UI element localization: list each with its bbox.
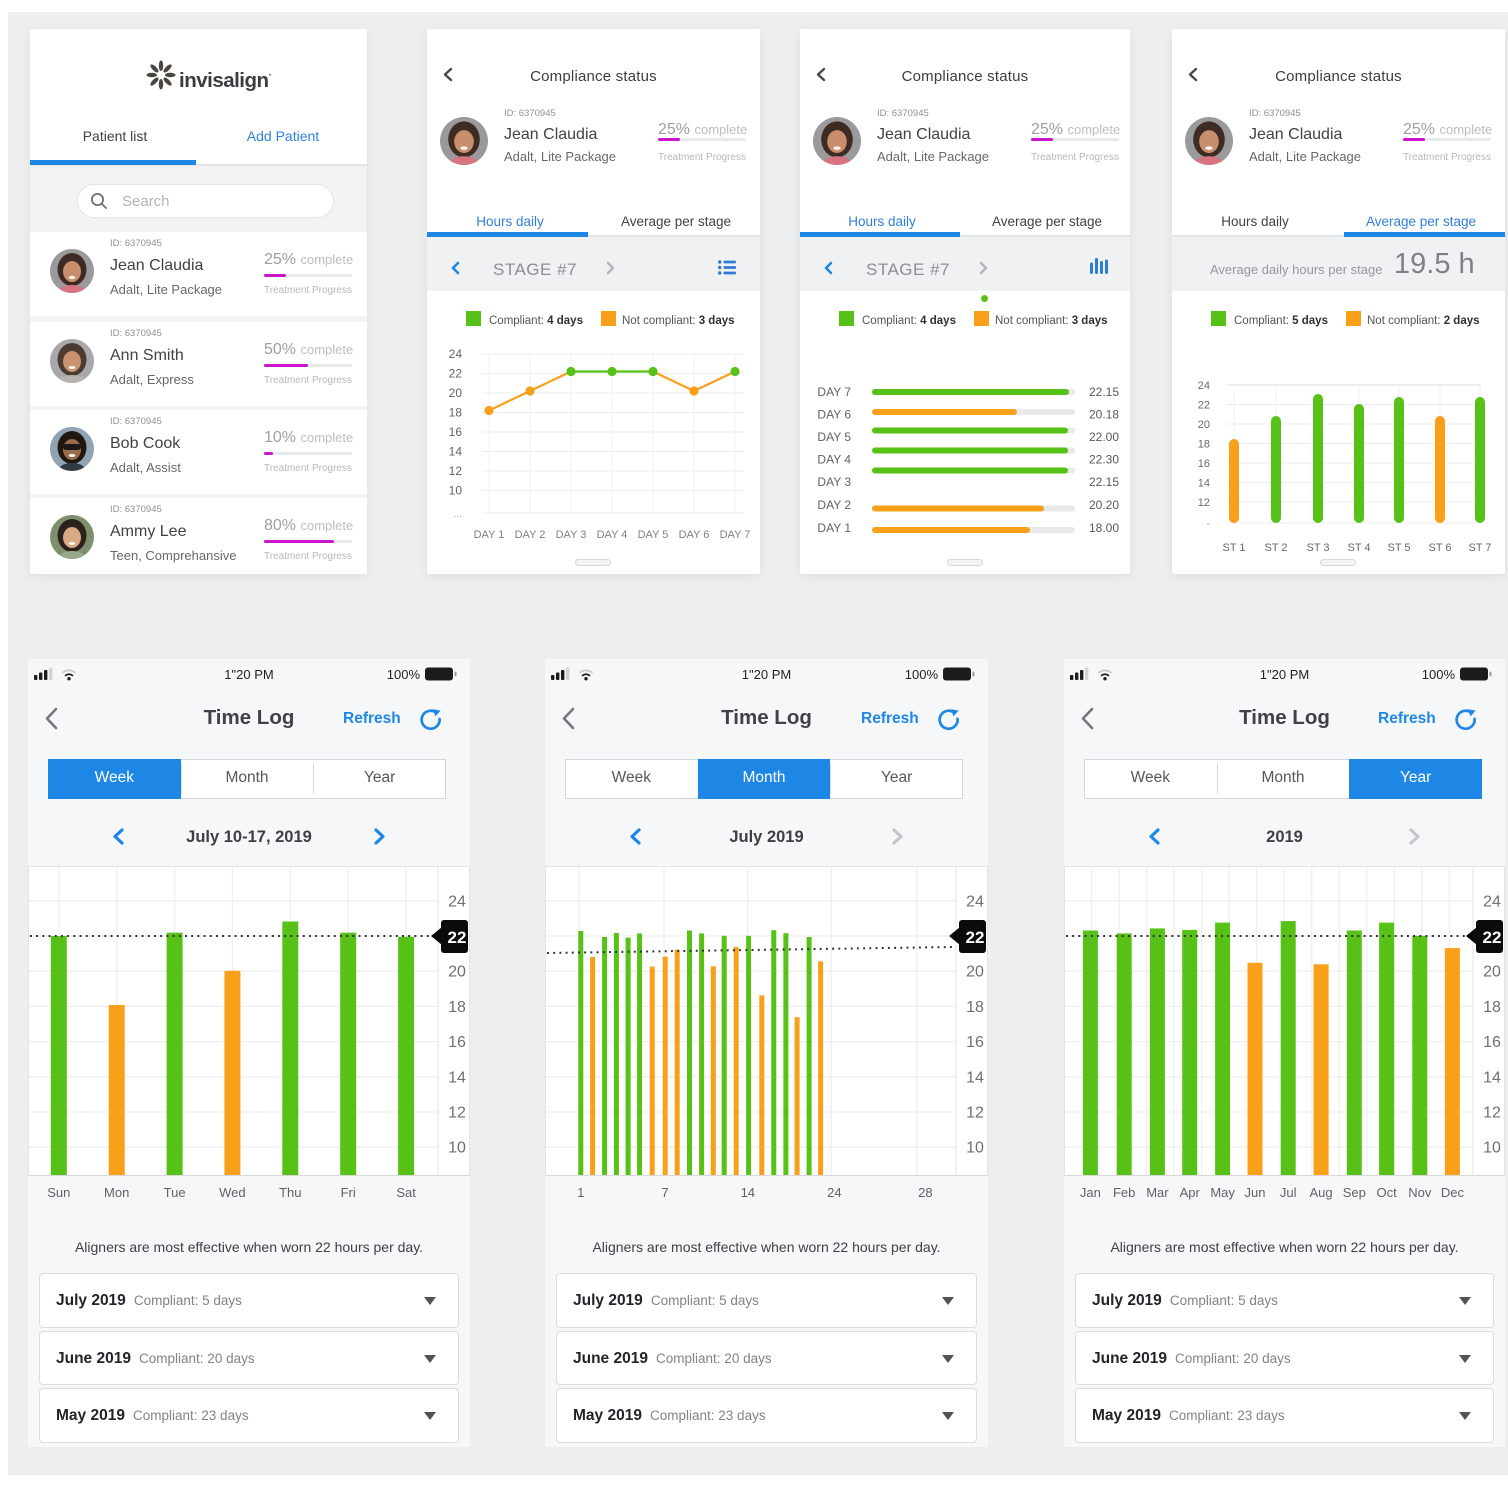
svg-text:DAY 6: DAY 6 <box>679 529 710 541</box>
svg-text:Jan: Jan <box>1080 1185 1101 1200</box>
svg-text:Sep: Sep <box>1343 1185 1366 1200</box>
svg-text:14: 14 <box>1483 1069 1501 1086</box>
svg-text:DAY 3: DAY 3 <box>556 529 587 541</box>
svg-text:16: 16 <box>449 425 463 439</box>
svg-text:18: 18 <box>1198 439 1210 451</box>
svg-text:20: 20 <box>1483 964 1501 981</box>
svg-text:14: 14 <box>1198 478 1210 490</box>
svg-text:16: 16 <box>448 1034 466 1051</box>
svg-text:Apr: Apr <box>1180 1185 1201 1200</box>
svg-text:20: 20 <box>448 964 466 981</box>
svg-text:10: 10 <box>448 1140 466 1157</box>
svg-text:28: 28 <box>918 1185 932 1200</box>
svg-text:18: 18 <box>966 999 984 1016</box>
svg-text:22: 22 <box>1483 928 1502 947</box>
svg-text:ST 5: ST 5 <box>1387 542 1410 554</box>
svg-text:ST 1: ST 1 <box>1222 542 1245 554</box>
svg-text:10: 10 <box>1483 1140 1501 1157</box>
svg-text:20.18: 20.18 <box>1089 408 1119 422</box>
svg-text:Mon: Mon <box>104 1185 129 1200</box>
svg-text:Dec: Dec <box>1441 1185 1465 1200</box>
svg-text:12: 12 <box>448 1105 466 1122</box>
svg-text:Thu: Thu <box>279 1185 301 1200</box>
svg-text:Jul: Jul <box>1280 1185 1297 1200</box>
svg-text:24: 24 <box>449 347 463 361</box>
svg-text:Mar: Mar <box>1146 1185 1169 1200</box>
svg-text:12: 12 <box>966 1105 984 1122</box>
svg-text:24: 24 <box>827 1185 841 1200</box>
svg-text:22: 22 <box>449 367 463 381</box>
svg-text:Tue: Tue <box>164 1185 186 1200</box>
svg-text:14: 14 <box>966 1069 984 1086</box>
svg-text:DAY 2: DAY 2 <box>817 498 851 512</box>
svg-text:22.30: 22.30 <box>1089 453 1119 467</box>
svg-text:14: 14 <box>448 1069 466 1086</box>
svg-text:14: 14 <box>449 445 463 459</box>
svg-text:Fri: Fri <box>341 1185 356 1200</box>
svg-text:24: 24 <box>966 893 984 910</box>
svg-text:18: 18 <box>448 999 466 1016</box>
svg-text:Sun: Sun <box>47 1185 70 1200</box>
svg-text:12: 12 <box>449 464 463 478</box>
svg-text:Feb: Feb <box>1113 1185 1135 1200</box>
svg-text:18.00: 18.00 <box>1089 521 1119 535</box>
svg-text:22.00: 22.00 <box>1089 430 1119 444</box>
svg-text:24: 24 <box>1198 380 1210 392</box>
svg-text:ST 3: ST 3 <box>1306 542 1329 554</box>
svg-text:DAY 2: DAY 2 <box>515 529 546 541</box>
svg-text:12: 12 <box>1483 1105 1501 1122</box>
svg-text:16: 16 <box>1483 1034 1501 1051</box>
svg-text:24: 24 <box>448 893 466 910</box>
svg-text:10: 10 <box>449 484 463 498</box>
svg-text:22.15: 22.15 <box>1089 475 1119 489</box>
svg-text:20: 20 <box>1198 419 1210 431</box>
svg-text:ST 2: ST 2 <box>1264 542 1287 554</box>
svg-text:22.15: 22.15 <box>1089 385 1119 399</box>
svg-text:22: 22 <box>1198 400 1210 412</box>
svg-text:ST 7: ST 7 <box>1468 542 1491 554</box>
svg-text:18: 18 <box>449 406 463 420</box>
svg-text:ST 6: ST 6 <box>1428 542 1451 554</box>
svg-text:...: ... <box>454 509 462 520</box>
svg-text:DAY 7: DAY 7 <box>817 385 851 399</box>
svg-text:20: 20 <box>966 964 984 981</box>
svg-text:7: 7 <box>661 1185 668 1200</box>
svg-text:Nov: Nov <box>1408 1185 1432 1200</box>
svg-text:-: - <box>1206 518 1210 530</box>
svg-text:Oct: Oct <box>1376 1185 1397 1200</box>
svg-text:16: 16 <box>1198 458 1210 470</box>
svg-text:18: 18 <box>1483 999 1501 1016</box>
svg-text:22: 22 <box>448 928 467 947</box>
svg-text:Jun: Jun <box>1245 1185 1266 1200</box>
svg-text:DAY 1: DAY 1 <box>817 521 851 535</box>
svg-text:14: 14 <box>741 1185 755 1200</box>
svg-text:24: 24 <box>1483 893 1501 910</box>
svg-text:Sat: Sat <box>396 1185 416 1200</box>
svg-text:DAY 7: DAY 7 <box>720 529 751 541</box>
svg-text:May: May <box>1210 1185 1235 1200</box>
svg-text:DAY 3: DAY 3 <box>817 475 851 489</box>
svg-text:20: 20 <box>449 386 463 400</box>
svg-text:Wed: Wed <box>219 1185 246 1200</box>
svg-text:DAY 5: DAY 5 <box>817 430 851 444</box>
svg-text:22: 22 <box>966 928 985 947</box>
svg-text:DAY 4: DAY 4 <box>597 529 628 541</box>
svg-text:Aug: Aug <box>1310 1185 1333 1200</box>
svg-text:DAY 5: DAY 5 <box>638 529 669 541</box>
svg-text:DAY 1: DAY 1 <box>474 529 505 541</box>
svg-text:DAY 4: DAY 4 <box>817 453 851 467</box>
svg-text:12: 12 <box>1198 497 1210 509</box>
svg-text:1: 1 <box>577 1185 584 1200</box>
svg-text:DAY 6: DAY 6 <box>817 408 851 422</box>
svg-text:20.20: 20.20 <box>1089 498 1119 512</box>
svg-text:10: 10 <box>966 1140 984 1157</box>
svg-text:16: 16 <box>966 1034 984 1051</box>
svg-text:ST 4: ST 4 <box>1347 542 1370 554</box>
